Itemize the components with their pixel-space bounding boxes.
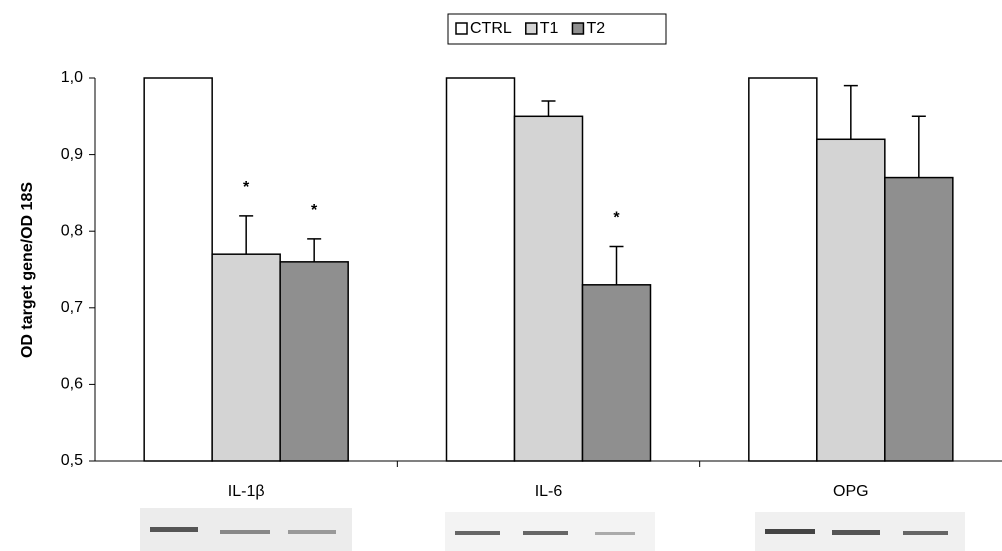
blot-band: [595, 532, 635, 535]
significance-marker: *: [613, 210, 620, 227]
blot-band: [150, 527, 198, 532]
page: OD target gene/OD 18S 0,5 0,6 0,7 0,8 0,9 1,0…: [0, 0, 1002, 551]
y-tick-label: 0,6: [61, 376, 83, 393]
blot-band: [903, 531, 948, 535]
x-tick-label: OPG: [833, 483, 869, 500]
blot-band: [455, 531, 500, 535]
blot-band: [220, 530, 270, 534]
legend-swatch: [456, 23, 467, 34]
legend-label: T2: [586, 20, 605, 37]
western-blots: [140, 508, 965, 551]
y-tick-label: 0,5: [61, 452, 83, 469]
error-bar: [239, 216, 253, 254]
bar: [280, 262, 348, 461]
bar: [885, 178, 953, 461]
bar: [144, 78, 212, 461]
legend-label: CTRL: [470, 20, 512, 37]
blot-band: [765, 529, 815, 534]
blot-band: [832, 530, 880, 535]
blot-band: [523, 531, 568, 535]
bar: [515, 116, 583, 461]
y-tick-label: 1,0: [61, 69, 83, 86]
error-bar: [542, 101, 556, 116]
bar: [749, 78, 817, 461]
bar: [817, 139, 885, 461]
y-axis-label: OD target gene/OD 18S: [19, 182, 36, 358]
legend-swatch: [526, 23, 537, 34]
bar: [583, 285, 651, 461]
y-tick-label: 0,9: [61, 146, 83, 163]
error-bar: [844, 86, 858, 140]
error-bar: [610, 247, 624, 285]
y-tick-label: 0,8: [61, 222, 83, 239]
significance-marker: *: [311, 202, 318, 219]
x-tick-label: IL-6: [535, 483, 563, 500]
error-bar: [912, 116, 926, 177]
blot-band: [288, 530, 336, 534]
bar: [447, 78, 515, 461]
bar: [212, 254, 280, 461]
y-tick-label: 0,7: [61, 299, 83, 316]
x-tick-label: IL-1β: [228, 483, 265, 500]
chart: OD target gene/OD 18S 0,5 0,6 0,7 0,8 0,9 1,0…: [0, 0, 1002, 551]
legend-swatch: [572, 23, 583, 34]
legend-label: T1: [540, 20, 559, 37]
significance-marker: *: [243, 179, 250, 196]
error-bar: [307, 239, 321, 262]
